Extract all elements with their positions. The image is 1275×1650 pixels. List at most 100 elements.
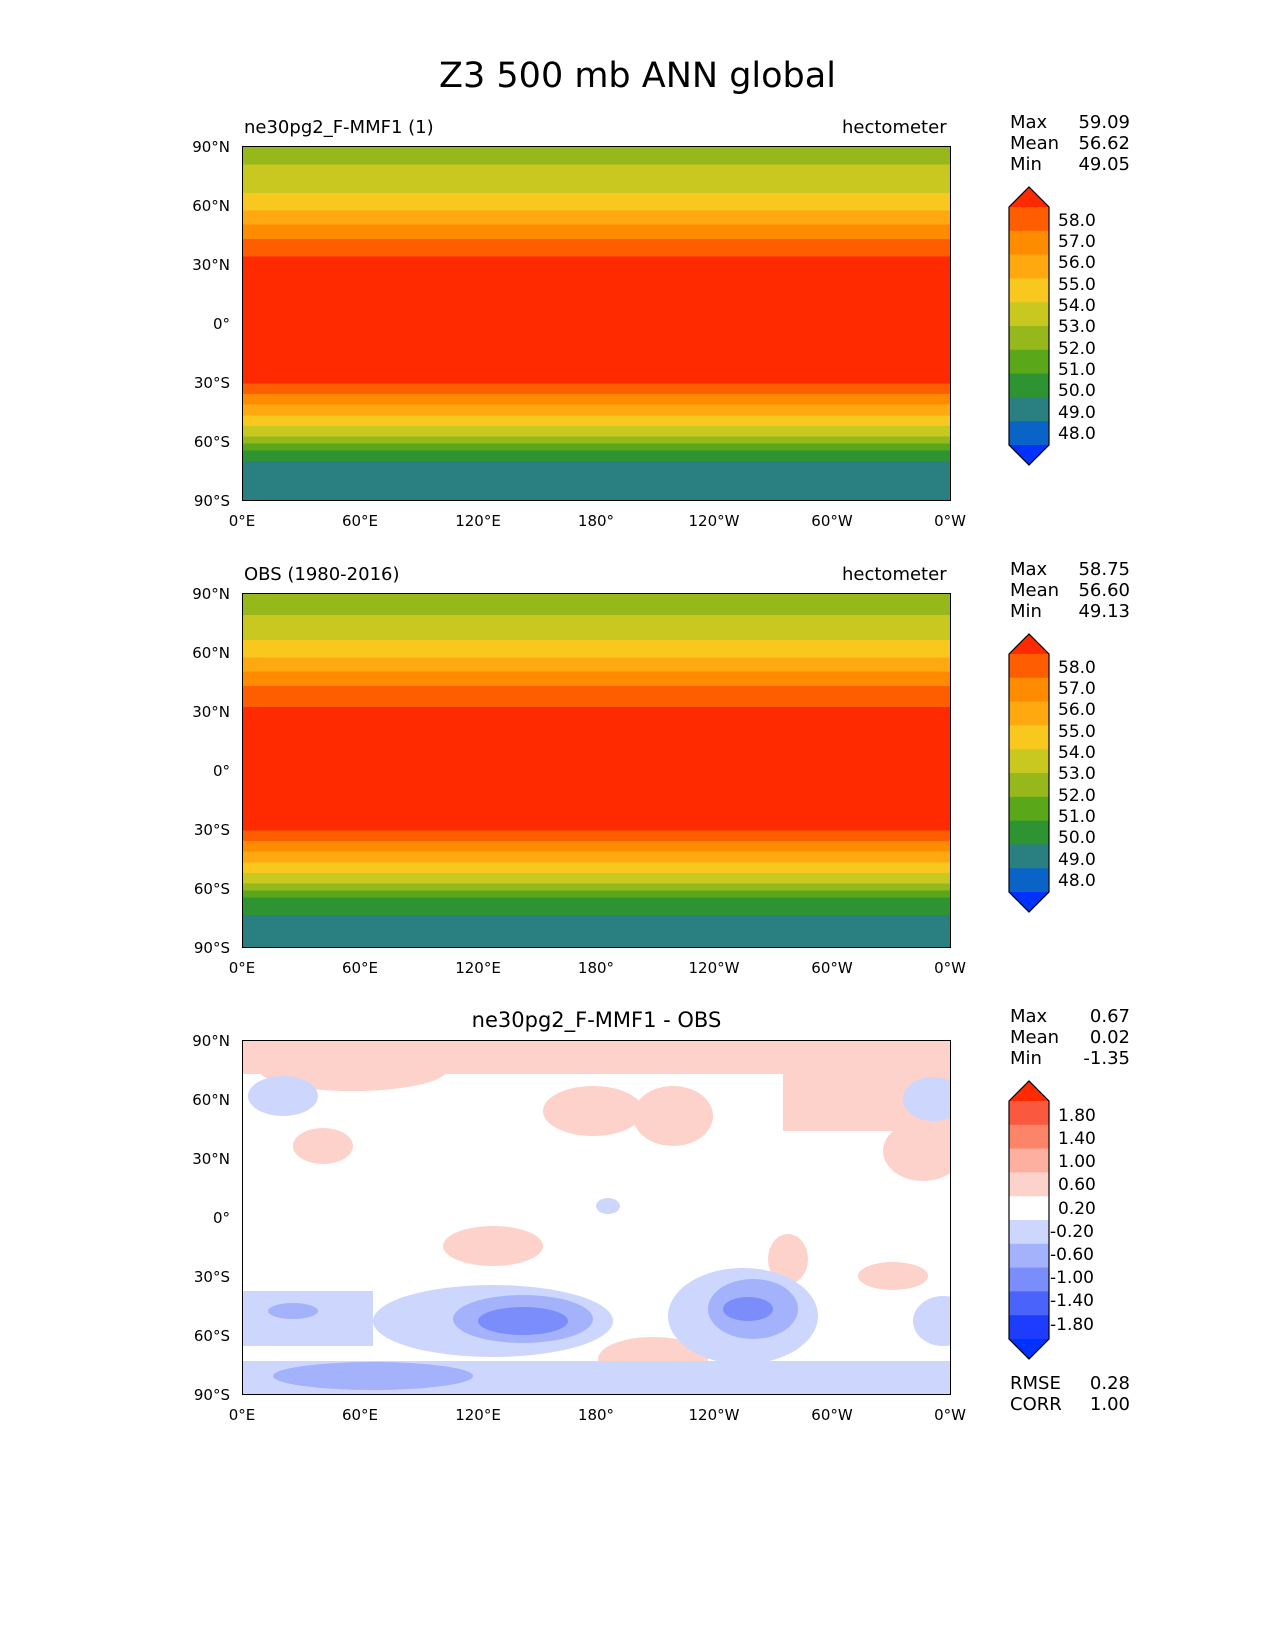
stat-min-label: Min xyxy=(1010,1048,1042,1069)
stat-max-value: 0.67 xyxy=(1089,1006,1130,1027)
colorbar-label: 51.0 xyxy=(1058,807,1096,827)
colorbar-swatch xyxy=(1009,892,1049,912)
x-tick: 60°E xyxy=(341,1406,379,1424)
difference-field-patches xyxy=(243,1041,950,1394)
stat-mean-value: 0.02 xyxy=(1089,1027,1130,1048)
map-model-z3 xyxy=(242,146,951,501)
x-tick: 180° xyxy=(577,959,615,977)
colorbar-swatch xyxy=(1009,421,1049,446)
panel-left-title: ne30pg2_F-MMF1 (1) xyxy=(244,117,434,138)
colorbar-outline xyxy=(1008,633,1050,913)
stat-max-label: Max xyxy=(1010,559,1048,580)
colorbar-label: 0.60 xyxy=(1058,1175,1096,1195)
colorbar-swatch xyxy=(1009,373,1049,398)
x-tick: 60°E xyxy=(341,512,379,530)
colorbar-swatch xyxy=(1009,820,1049,845)
colorbar-outline xyxy=(1008,1080,1050,1360)
colorbar-label: 58.0 xyxy=(1058,658,1096,678)
y-tick: 30°S xyxy=(193,374,230,392)
stat-min-label: Min xyxy=(1010,154,1042,175)
panel-units: hectometer xyxy=(842,117,947,138)
y-tick: 30°S xyxy=(193,1268,230,1286)
x-tick: 60°E xyxy=(341,959,379,977)
colorbar-label: 1.00 xyxy=(1058,1152,1096,1172)
stat-min-value: 49.13 xyxy=(1078,601,1130,622)
x-tick: 60°W xyxy=(811,512,853,530)
colorbar-label: 56.0 xyxy=(1058,253,1096,273)
stat-max-label: Max xyxy=(1010,112,1048,133)
x-tick: 180° xyxy=(577,512,615,530)
colorbar-swatch xyxy=(1009,397,1049,422)
y-tick: 30°N xyxy=(192,256,230,274)
x-tick: 60°W xyxy=(811,959,853,977)
map-difference-z3 xyxy=(242,1040,951,1395)
stat-rmse-value: 0.28 xyxy=(1089,1373,1130,1394)
y-tick: 30°N xyxy=(192,1150,230,1168)
stat-mean-value: 56.60 xyxy=(1078,580,1130,601)
colorbar-swatch xyxy=(1009,1172,1049,1197)
x-tick: 0°W xyxy=(934,1406,966,1424)
y-tick: 60°N xyxy=(192,644,230,662)
colorbar-label: 55.0 xyxy=(1058,722,1096,742)
colorbar-swatch xyxy=(1009,701,1049,726)
stat-corr-label: CORR xyxy=(1010,1394,1062,1415)
colorbar-label: 57.0 xyxy=(1058,679,1096,699)
colorbar-swatch xyxy=(1009,1243,1049,1269)
x-tick: 0°E xyxy=(228,959,256,977)
colorbar-swatch xyxy=(1009,1267,1049,1292)
x-tick: 120°E xyxy=(455,512,501,530)
figure-title: Z3 500 mb ANN global xyxy=(439,56,836,96)
colorbar-label: -1.00 xyxy=(1050,1268,1094,1288)
x-tick: 120°W xyxy=(688,512,740,530)
x-tick: 60°W xyxy=(811,1406,853,1424)
panel-center-title: ne30pg2_F-MMF1 - OBS xyxy=(471,1008,722,1032)
stat-min-label: Min xyxy=(1010,601,1042,622)
colorbar-label: 55.0 xyxy=(1058,275,1096,295)
y-tick: 60°N xyxy=(192,197,230,215)
colorbar-label: 49.0 xyxy=(1058,850,1096,870)
colorbar-label: 57.0 xyxy=(1058,232,1096,252)
colorbar-swatch xyxy=(1009,749,1049,774)
x-tick: 0°W xyxy=(934,959,966,977)
x-tick: 0°E xyxy=(228,1406,256,1424)
colorbar-label: -1.80 xyxy=(1050,1315,1094,1335)
stat-mean-label: Mean xyxy=(1010,580,1060,601)
y-tick: 0° xyxy=(212,315,230,333)
x-tick: 180° xyxy=(577,1406,615,1424)
colorbar-label: 52.0 xyxy=(1058,339,1096,359)
y-tick: 90°N xyxy=(192,585,230,603)
colorbar-swatch xyxy=(1009,1339,1049,1359)
colorbar-swatch xyxy=(1009,445,1049,465)
colorbar xyxy=(1008,1080,1050,1360)
colorbar-label: 48.0 xyxy=(1058,424,1096,444)
colorbar-label: -1.40 xyxy=(1050,1291,1094,1311)
colorbar-label: 1.40 xyxy=(1058,1129,1096,1149)
colorbar-swatch xyxy=(1009,868,1049,893)
colorbar-label: 49.0 xyxy=(1058,403,1096,423)
y-tick: 90°S xyxy=(193,1386,230,1404)
colorbar-outline xyxy=(1008,186,1050,466)
colorbar-swatch xyxy=(1009,677,1049,703)
colorbar-swatch xyxy=(1009,1101,1049,1126)
colorbar-swatch xyxy=(1009,634,1049,654)
stat-min-value: 49.05 xyxy=(1078,154,1130,175)
stat-corr-value: 1.00 xyxy=(1089,1394,1130,1415)
colorbar-label: 1.80 xyxy=(1058,1106,1096,1126)
colorbar-swatch xyxy=(1009,349,1049,375)
y-tick: 90°N xyxy=(192,1032,230,1050)
colorbar-swatch xyxy=(1009,1196,1049,1221)
y-tick: 60°S xyxy=(193,1327,230,1345)
stat-min-value: -1.35 xyxy=(1083,1048,1130,1069)
colorbar-label: 48.0 xyxy=(1058,871,1096,891)
stat-max-value: 59.09 xyxy=(1078,112,1130,133)
y-tick: 0° xyxy=(212,1209,230,1227)
colorbar-label: 54.0 xyxy=(1058,296,1096,316)
stat-mean-label: Mean xyxy=(1010,1027,1060,1048)
y-tick: 0° xyxy=(212,762,230,780)
colorbar-swatch xyxy=(1009,654,1049,679)
stat-mean-value: 56.62 xyxy=(1078,133,1130,154)
y-tick: 60°S xyxy=(193,433,230,451)
x-tick: 0°W xyxy=(934,512,966,530)
x-tick: 120°W xyxy=(688,959,740,977)
panel-left-title: OBS (1980-2016) xyxy=(244,564,400,585)
